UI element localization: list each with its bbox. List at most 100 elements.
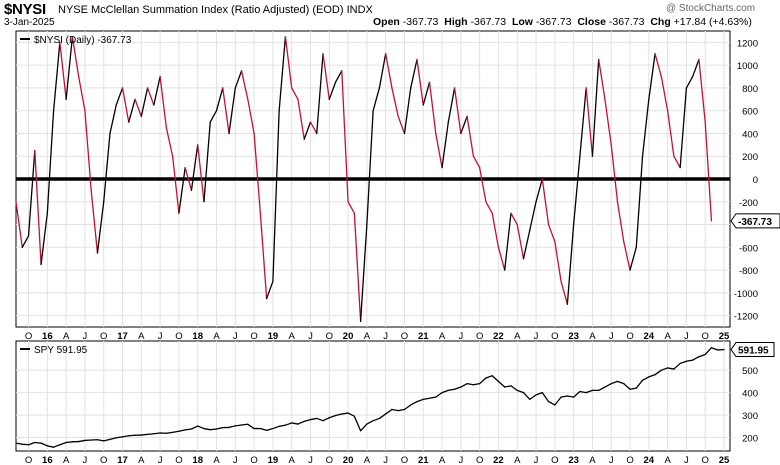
spy-series-segment [15, 442, 23, 445]
nysi-series-segment [96, 201, 105, 254]
spy-series-segment [215, 427, 224, 430]
spy-series-segment [259, 427, 268, 431]
spy-series-segment [272, 425, 280, 430]
spy-series-segment [397, 408, 406, 412]
nysi-series-segment [385, 53, 393, 89]
spy-x-tick-label: J [83, 455, 88, 465]
nysi-series-segment [692, 58, 700, 78]
spy-series-segment [303, 418, 312, 423]
spy-series-segment [391, 408, 399, 412]
nysi-series-segment [641, 98, 650, 157]
spy-series-segment [59, 441, 67, 446]
nysi-x-tick-label: 20 [343, 331, 354, 342]
spy-series-segment [27, 441, 36, 446]
spy-series-segment [140, 433, 149, 436]
spy-x-tick-label: J [158, 455, 163, 465]
nysi-series-segment [616, 201, 625, 243]
spy-series-segment [240, 423, 249, 426]
spy-x-tick-label: 16 [42, 455, 53, 465]
spy-x-tick-label: J [458, 455, 463, 465]
nysi-x-tick-label: J [383, 331, 388, 342]
nysi-series-segment [435, 132, 443, 169]
spy-x-tick-label: O [401, 455, 408, 465]
nysi-series-segment [685, 75, 694, 89]
spy-series-segment [347, 412, 355, 417]
nysi-series-segment [115, 87, 124, 106]
nysi-series-segment [704, 121, 713, 222]
spy-series-segment [78, 439, 86, 443]
nysi-x-tick-label: J [534, 331, 539, 342]
nysi-series-segment [466, 115, 475, 157]
nysi-x-tick-label: O [326, 331, 333, 342]
nysi-series-segment [134, 98, 142, 118]
spy-series-segment [228, 425, 236, 429]
nysi-series-segment [159, 75, 168, 129]
spy-series-segment [171, 430, 180, 434]
spy-series-segment [648, 374, 656, 378]
nysi-series-segment [297, 98, 305, 140]
spy-series-segment [316, 417, 324, 422]
spy-series-segment [197, 425, 205, 430]
open-value: -367.73 [402, 16, 439, 28]
nysi-series-segment [265, 280, 274, 300]
nysi-series-segment [203, 121, 211, 203]
nysi-series-segment [623, 240, 631, 271]
chart-title: NYSE McClellan Summation Index (Ratio Ad… [58, 4, 373, 16]
nysi-series-segment [121, 87, 130, 123]
nysi-x-tick-label: A [63, 331, 70, 342]
nysi-series-segment [673, 155, 681, 169]
nysi-x-tick-label: A [589, 331, 596, 342]
spy-series-segment [416, 398, 424, 403]
spy-series-segment [378, 413, 387, 420]
nysi-series-segment [378, 53, 387, 89]
spy-series-segment [40, 442, 48, 447]
nysi-x-tick-label: J [609, 331, 614, 342]
nysi-series-segment [103, 132, 111, 203]
nysi-y-tick-label: 1200 [737, 38, 758, 49]
spy-series-segment [284, 422, 293, 426]
nysi-series-segment [197, 144, 205, 203]
spy-series-segment [428, 396, 437, 399]
nysi-x-tick-label: J [158, 331, 163, 342]
spy-series-segment [410, 400, 418, 406]
spy-series-segment [572, 390, 581, 398]
spy-series-segment [541, 391, 550, 403]
spy-series-segment [103, 438, 111, 442]
nysi-series-segment [403, 87, 412, 135]
spy-series-segment [385, 408, 393, 415]
spy-x-tick-label: O [250, 455, 257, 465]
spy-x-tick-label: O [175, 455, 182, 465]
spy-series-segment [623, 383, 631, 390]
spy-series-segment [447, 388, 456, 392]
spy-series-segment [497, 380, 506, 388]
spy-series-segment [328, 414, 337, 419]
spy-series-segment [504, 385, 512, 388]
spy-x-tick-label: O [100, 455, 107, 465]
nysi-series-segment [535, 178, 543, 203]
nysi-series-segment [291, 87, 299, 100]
nysi-series-segment [46, 110, 55, 214]
spy-x-tick-label: A [289, 455, 296, 465]
nysi-series-segment [522, 229, 531, 260]
nysi-series-segment [78, 75, 86, 112]
spy-y-tick-label: 500 [742, 366, 758, 377]
nysi-x-tick-label: 25 [719, 331, 730, 342]
spy-series-segment [704, 347, 713, 356]
nysi-series-segment [497, 246, 506, 271]
nysi-series-segment [15, 201, 23, 248]
nysi-x-tick-label: A [289, 331, 296, 342]
spy-x-tick-label: A [514, 455, 521, 465]
spy-series-segment [190, 425, 199, 430]
spy-series-segment [710, 347, 719, 351]
nysi-x-tick-label: J [684, 331, 689, 342]
spy-x-tick-label: 17 [117, 455, 128, 465]
spy-series-segment [366, 420, 374, 425]
nysi-x-tick-label: O [476, 331, 483, 342]
nysi-series-segment [491, 212, 500, 248]
nysi-series-segment [560, 280, 569, 305]
spy-x-tick-label: O [326, 455, 333, 465]
nysi-series-segment [228, 87, 236, 135]
nysi-series-segment [90, 189, 99, 254]
nysi-x-tick-label: A [213, 331, 220, 342]
